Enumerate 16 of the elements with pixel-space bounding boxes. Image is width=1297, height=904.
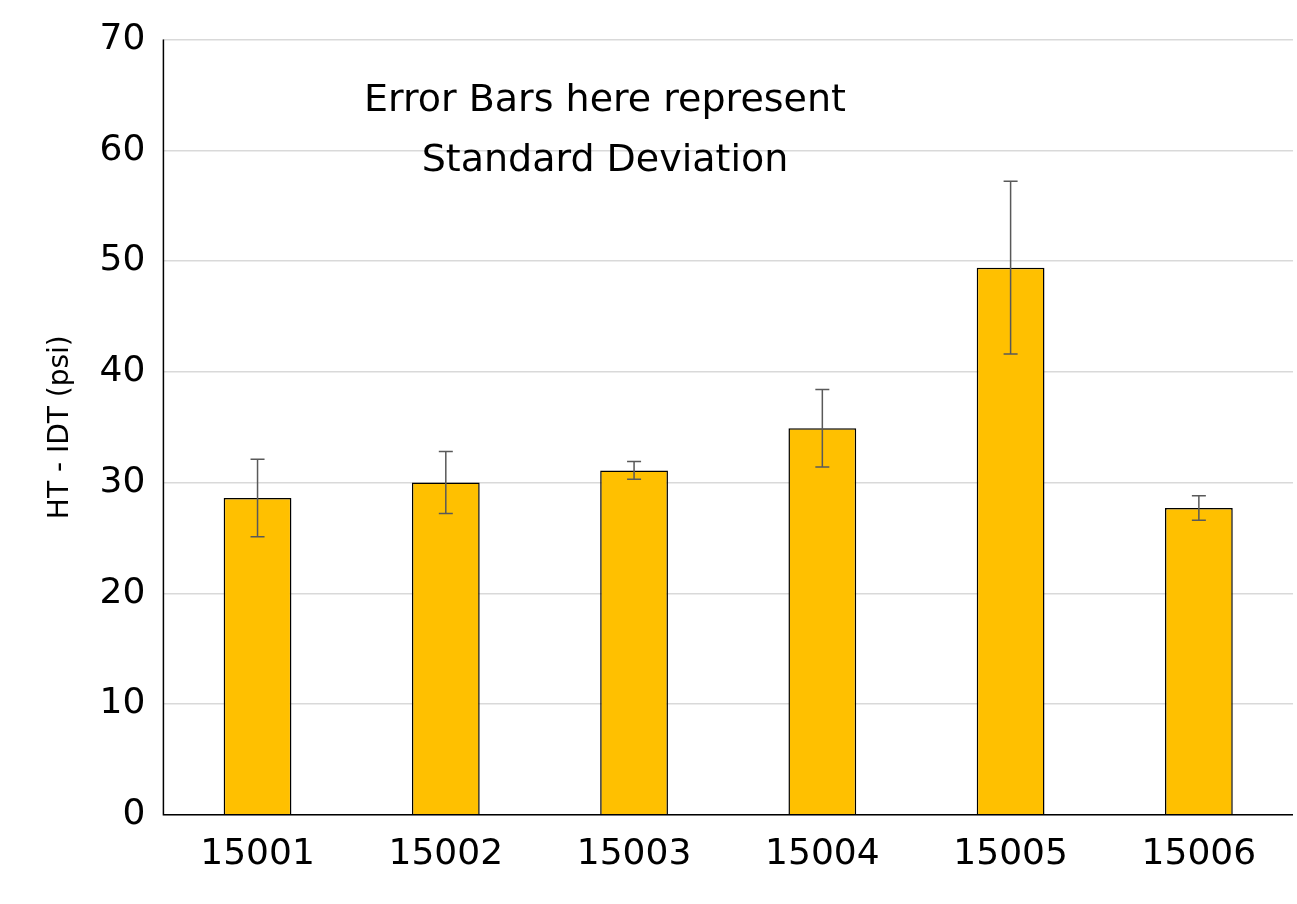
x-tick-label: 15006: [1141, 830, 1257, 872]
x-tick-label: 15003: [576, 830, 692, 872]
x-tick-label: 15005: [953, 830, 1068, 872]
y-tick-label: 70: [99, 15, 146, 57]
x-tick-label: 15004: [765, 830, 880, 872]
y-tick-label: 10: [99, 680, 146, 722]
annotation: Error Bars here represent Standard Deviation: [364, 76, 846, 181]
y-tick-label: 0: [122, 791, 146, 833]
y-tick-label: 30: [99, 458, 146, 500]
y-tick-label: 40: [99, 348, 146, 390]
y-tick-label: 50: [99, 237, 146, 279]
y-axis-title: HT - IDT (psi): [42, 335, 76, 520]
y-tick-label: 20: [99, 569, 146, 611]
x-tick-label: 15002: [388, 830, 504, 872]
x-tick-label: 15001: [200, 830, 315, 872]
y-tick-label: 60: [99, 126, 146, 168]
